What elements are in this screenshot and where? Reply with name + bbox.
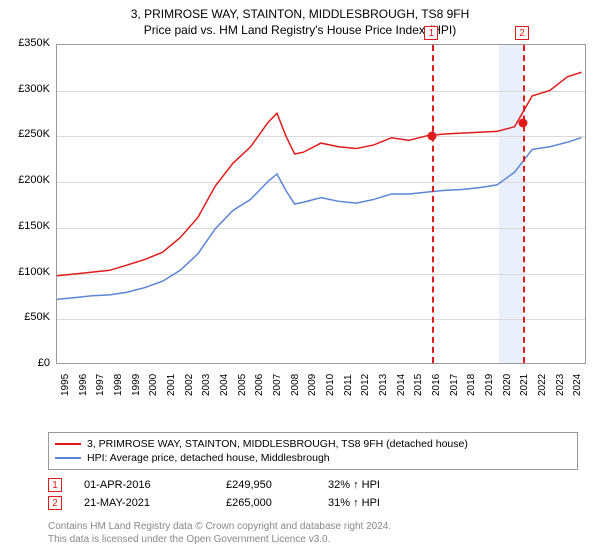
title-line-2: Price paid vs. HM Land Registry's House …: [0, 22, 600, 38]
x-tick-label: 2013: [378, 374, 389, 396]
x-tick-label: 2002: [184, 374, 195, 396]
title-line-1: 3, PRIMROSE WAY, STAINTON, MIDDLESBROUGH…: [0, 6, 600, 22]
x-tick-label: 2011: [343, 374, 354, 396]
chart-title: 3, PRIMROSE WAY, STAINTON, MIDDLESBROUGH…: [0, 0, 600, 38]
event-vline: [523, 45, 525, 363]
sale-price: £249,950: [226, 479, 306, 491]
x-tick-label: 2014: [396, 374, 407, 396]
x-tick-label: 2017: [449, 374, 460, 396]
x-tick-label: 1997: [95, 374, 106, 396]
event-badge: 1: [424, 26, 438, 40]
x-tick-label: 2009: [307, 374, 318, 396]
series-line-price_paid: [57, 72, 582, 276]
x-tick-label: 2022: [537, 374, 548, 396]
x-tick-label: 2007: [272, 374, 283, 396]
y-tick-label: £350K: [10, 37, 50, 49]
x-tick-label: 2018: [466, 374, 477, 396]
x-tick-label: 1999: [131, 374, 142, 396]
x-tick-label: 2006: [254, 374, 265, 396]
x-tick-label: 2010: [325, 374, 336, 396]
sale-hpi: 32% ↑ HPI: [328, 479, 428, 491]
plot-region: [56, 44, 586, 364]
x-tick-label: 2020: [502, 374, 513, 396]
x-tick-label: 2012: [360, 374, 371, 396]
sale-row: 2 21-MAY-2021 £265,000 31% ↑ HPI: [48, 494, 578, 512]
event-dot: [428, 132, 437, 141]
x-tick-label: 2005: [237, 374, 248, 396]
event-vline: [432, 45, 434, 363]
legend-label: 3, PRIMROSE WAY, STAINTON, MIDDLESBROUGH…: [87, 438, 468, 450]
footer-line-1: Contains HM Land Registry data © Crown c…: [48, 520, 578, 533]
x-tick-label: 2008: [290, 374, 301, 396]
x-tick-label: 1995: [60, 374, 71, 396]
x-tick-label: 2023: [555, 374, 566, 396]
x-tick-label: 2003: [201, 374, 212, 396]
x-tick-label: 1998: [113, 374, 124, 396]
y-tick-label: £250K: [10, 128, 50, 140]
footer-attribution: Contains HM Land Registry data © Crown c…: [48, 520, 578, 546]
legend-swatch: [55, 457, 81, 459]
x-tick-label: 2024: [572, 374, 583, 396]
event-dot: [519, 118, 528, 127]
y-tick-label: £100K: [10, 266, 50, 278]
x-tick-label: 2004: [219, 374, 230, 396]
chart-area: £0£50K£100K£150K£200K£250K£300K£350K 199…: [8, 44, 592, 394]
x-tick-label: 2016: [431, 374, 442, 396]
legend-swatch: [55, 443, 81, 445]
y-tick-label: £200K: [10, 174, 50, 186]
sale-badge: 1: [48, 478, 62, 492]
sale-badge: 2: [48, 496, 62, 510]
sale-price: £265,000: [226, 497, 306, 509]
sale-row: 1 01-APR-2016 £249,950 32% ↑ HPI: [48, 476, 578, 494]
x-tick-label: 1996: [78, 374, 89, 396]
line-series-svg: [57, 45, 585, 363]
sale-date: 21-MAY-2021: [84, 497, 204, 509]
x-tick-label: 2001: [166, 374, 177, 396]
event-badge: 2: [515, 26, 529, 40]
legend-label: HPI: Average price, detached house, Midd…: [87, 452, 330, 464]
legend-item: HPI: Average price, detached house, Midd…: [55, 451, 571, 465]
sales-table: 1 01-APR-2016 £249,950 32% ↑ HPI 2 21-MAY-202…: [48, 476, 578, 512]
y-tick-label: £0: [10, 357, 50, 369]
series-line-hpi: [57, 138, 582, 300]
legend-box: 3, PRIMROSE WAY, STAINTON, MIDDLESBROUGH…: [48, 432, 578, 470]
legend-item: 3, PRIMROSE WAY, STAINTON, MIDDLESBROUGH…: [55, 437, 571, 451]
x-tick-label: 2015: [413, 374, 424, 396]
sale-hpi: 31% ↑ HPI: [328, 497, 428, 509]
y-tick-label: £50K: [10, 311, 50, 323]
x-tick-label: 2000: [148, 374, 159, 396]
x-tick-label: 2019: [484, 374, 495, 396]
x-tick-label: 2021: [519, 374, 530, 396]
y-tick-label: £150K: [10, 220, 50, 232]
sale-date: 01-APR-2016: [84, 479, 204, 491]
chart-container: 3, PRIMROSE WAY, STAINTON, MIDDLESBROUGH…: [0, 0, 600, 560]
footer-line-2: This data is licensed under the Open Gov…: [48, 533, 578, 546]
y-tick-label: £300K: [10, 83, 50, 95]
